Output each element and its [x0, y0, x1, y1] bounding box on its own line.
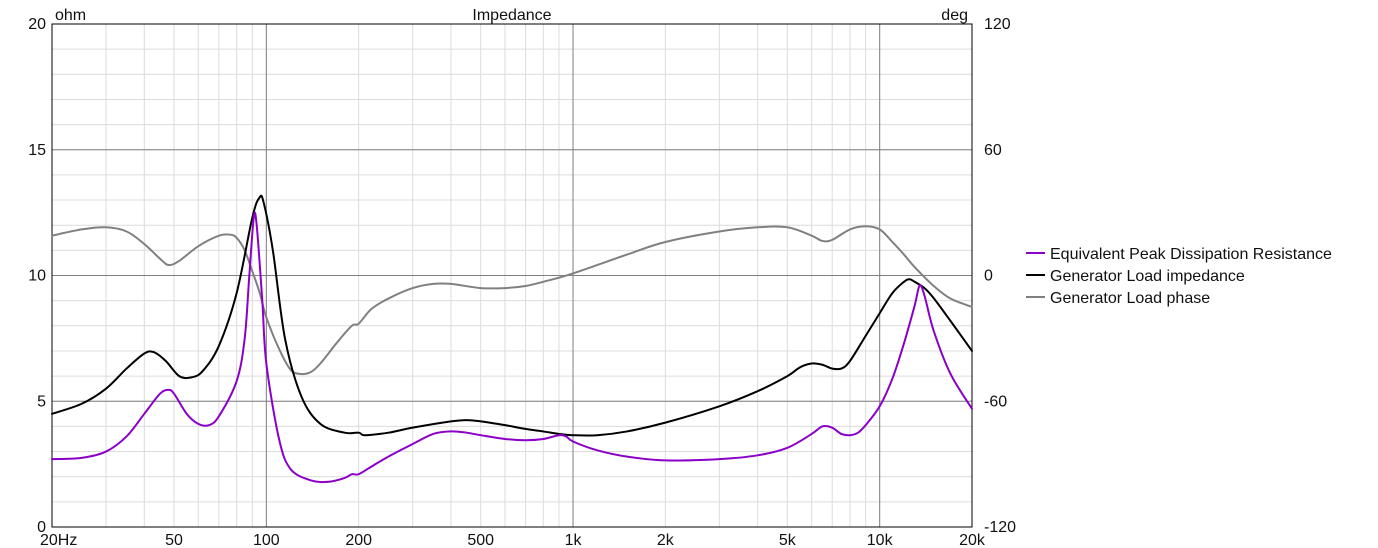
x-tick-label: 1k [565, 532, 583, 548]
chart-title: Impedance [472, 7, 551, 24]
legend-label-generator-load-impedance: Generator Load impedance [1050, 268, 1245, 285]
y-left-tick-label: 20 [28, 16, 46, 33]
left-axis-unit: ohm [55, 7, 86, 24]
y-left-tick-label: 0 [37, 519, 46, 536]
grid-major [52, 24, 972, 527]
x-tick-label: 50 [165, 532, 183, 548]
y-right-tick-label: 120 [984, 16, 1011, 33]
x-tick-label: 200 [345, 532, 372, 548]
axis-labels: 20Hz 50 100 200 500 1k 2k 5k 10k 20k 0 5 10 15 20 -120 -… [28, 16, 1016, 548]
y-left-tick-label: 10 [28, 268, 46, 285]
legend-label-equivalent-peak-dissipation-resistance: Equivalent Peak Dissipation Resistance [1050, 246, 1332, 263]
y-right-tick-label: 0 [984, 268, 993, 285]
legend-label-generator-load-phase: Generator Load phase [1050, 290, 1210, 307]
series-line-generator-load-phase [51, 225, 973, 376]
x-tick-label: 2k [657, 532, 675, 548]
series-layer [51, 194, 973, 484]
series-line-generator-load-impedance [51, 194, 973, 437]
x-tick-label: 500 [467, 532, 494, 548]
y-right-tick-label: -120 [984, 519, 1016, 536]
x-tick-label: 20Hz [40, 532, 77, 548]
x-tick-label: 10k [867, 532, 894, 548]
x-tick-label: 5k [779, 532, 797, 548]
legend: Equivalent Peak Dissipation Resistance Ge… [1026, 246, 1332, 307]
x-tick-label: 20k [959, 532, 986, 548]
right-axis-unit: deg [941, 7, 968, 24]
plot-frame [51, 23, 973, 528]
y-right-tick-label: -60 [984, 393, 1007, 410]
y-left-tick-label: 5 [37, 393, 46, 410]
y-right-tick-label: 60 [984, 142, 1002, 159]
y-left-tick-label: 15 [28, 142, 46, 159]
series-line-equivalent-peak-dissipation-resistance [51, 211, 973, 484]
x-tick-label: 100 [253, 532, 280, 548]
